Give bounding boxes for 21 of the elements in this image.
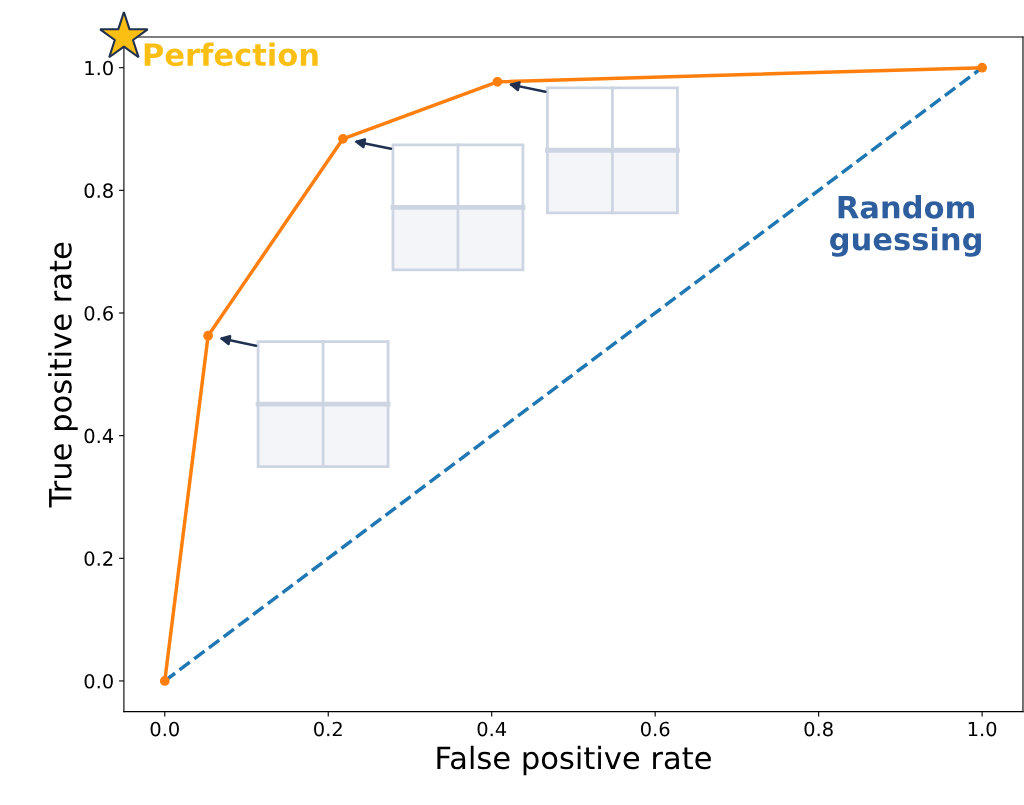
x-tick-label: 1.0: [968, 721, 997, 737]
point: [977, 62, 987, 73]
y-tick-label: 1.0: [85, 60, 113, 76]
y-tick-label: 0.8: [84, 183, 113, 199]
point: [492, 76, 503, 87]
x-tick-label: 0.2: [314, 721, 342, 737]
point: [159, 676, 170, 686]
x-tick-label: 0.0: [150, 721, 179, 737]
y-tick-label: 0.4: [84, 428, 114, 444]
x-tick-label: 0.6: [640, 721, 670, 737]
x-axis-title: False positive rate: [437, 745, 711, 776]
point: [338, 133, 348, 144]
annotation: Perfection: [144, 42, 318, 67]
y-axis-title: True positive rate: [48, 242, 78, 508]
x-tick-label: 0.4: [477, 721, 507, 737]
y-tick-label: 0.2: [84, 551, 113, 566]
series-label: Random guessing: [830, 195, 981, 257]
point: [203, 330, 213, 341]
x-tick-label: 0.8: [804, 721, 833, 737]
y-tick-label: 0.0: [84, 673, 113, 689]
y-tick-label: 0.6: [84, 305, 113, 321]
